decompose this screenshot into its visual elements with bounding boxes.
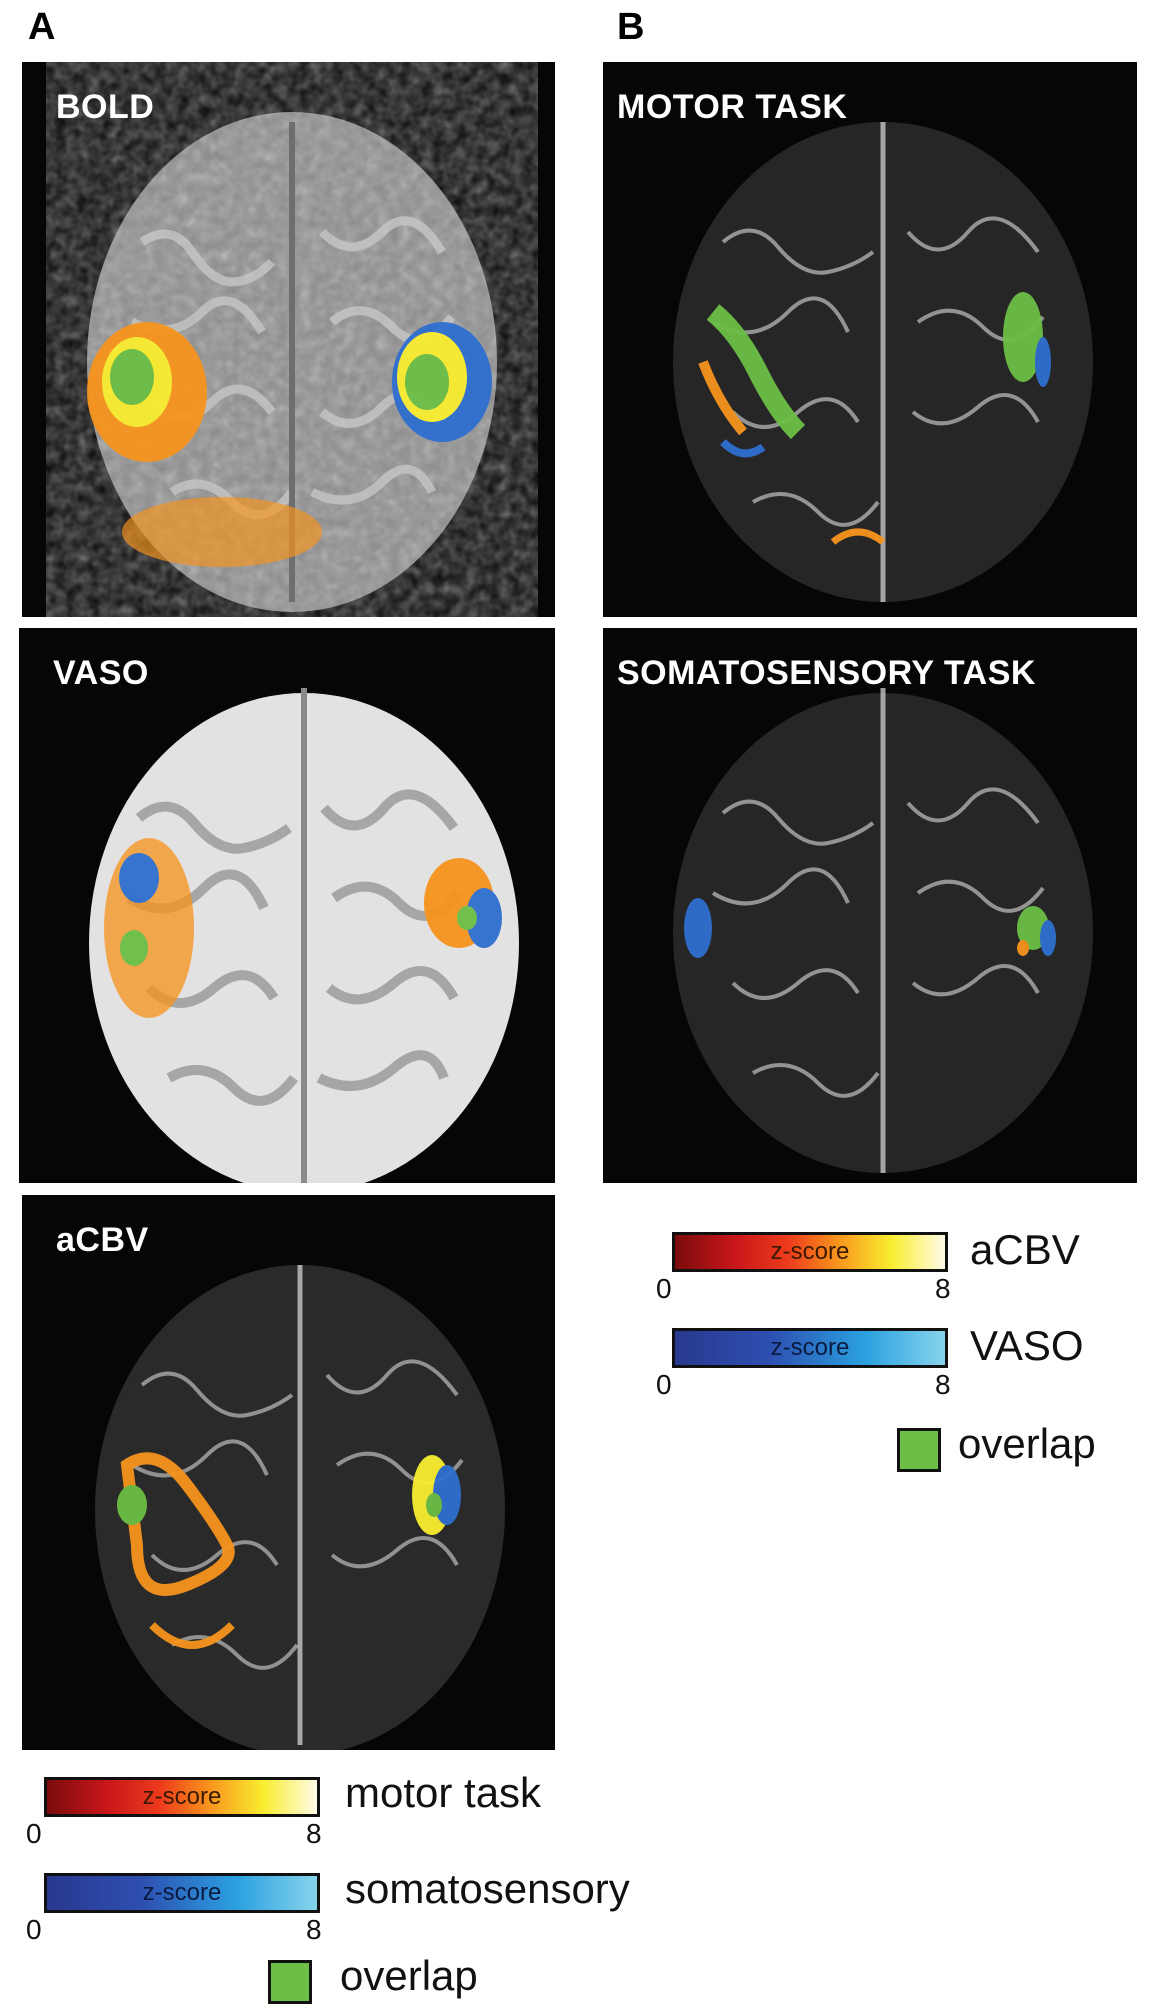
legend-b-acbv-label: aCBV xyxy=(970,1226,1080,1273)
vaso-brain-image xyxy=(89,688,519,1183)
legend-b-vaso-label: VASO xyxy=(970,1322,1084,1369)
legend-a-motor-max: 8 xyxy=(306,1818,322,1849)
vaso-panel: VASO xyxy=(19,628,555,1183)
legend-b-vaso-max: 8 xyxy=(935,1369,951,1400)
legend-b-acbv-max: 8 xyxy=(935,1273,951,1304)
legend-b-vaso-colorbar-text: z-score xyxy=(770,1334,850,1361)
acbv-brain-image xyxy=(95,1265,505,1750)
legend-a-motor-colorbar-text: z-score xyxy=(142,1783,222,1810)
legend-b-acbv-colorbar: z-score xyxy=(672,1232,948,1272)
legend-a-motor-min: 0 xyxy=(26,1818,42,1849)
somatosensory-task-panel: SOMATOSENSORY TASK xyxy=(603,628,1137,1183)
legend-a-somatosensory-colorbar-text: z-score xyxy=(142,1879,222,1906)
legend-b-vaso-colorbar: z-score xyxy=(672,1328,948,1368)
legend-a-somatosensory-min: 0 xyxy=(26,1914,42,1945)
legend-a-motor-label: motor task xyxy=(345,1769,542,1816)
motor-task-panel: MOTOR TASK xyxy=(603,62,1137,617)
bold-brain-image xyxy=(87,112,497,612)
motor-task-brain-image xyxy=(673,122,1093,602)
legend-a-somatosensory-label: somatosensory xyxy=(345,1865,630,1912)
legend-a-motor-colorbar: z-score xyxy=(44,1777,320,1817)
legend-a-somatosensory-colorbar: z-score xyxy=(44,1873,320,1913)
panel-letter-a: A xyxy=(28,6,56,48)
legend-a-overlap-swatch xyxy=(268,1960,312,2004)
legend-b-overlap-swatch xyxy=(897,1428,941,1472)
somatosensory-task-brain-image xyxy=(673,688,1093,1173)
legend-a-somatosensory-max: 8 xyxy=(306,1914,322,1945)
legend-b-acbv-colorbar-text: z-score xyxy=(770,1238,850,1265)
legend-b-vaso-min: 0 xyxy=(656,1369,672,1400)
bold-title: BOLD xyxy=(56,88,155,126)
somatosensory-task-title: SOMATOSENSORY TASK xyxy=(617,654,1036,692)
acbv-panel: aCBV xyxy=(22,1195,555,1750)
legend-b-acbv-min: 0 xyxy=(656,1273,672,1304)
panel-letter-b: B xyxy=(617,6,645,48)
acbv-title: aCBV xyxy=(56,1221,149,1259)
legend-a-overlap-label: overlap xyxy=(340,1952,478,1999)
motor-task-title: MOTOR TASK xyxy=(617,88,848,126)
legend-b-overlap-label: overlap xyxy=(958,1420,1096,1467)
bold-panel: BOLD xyxy=(22,62,555,617)
vaso-title: VASO xyxy=(53,654,149,692)
